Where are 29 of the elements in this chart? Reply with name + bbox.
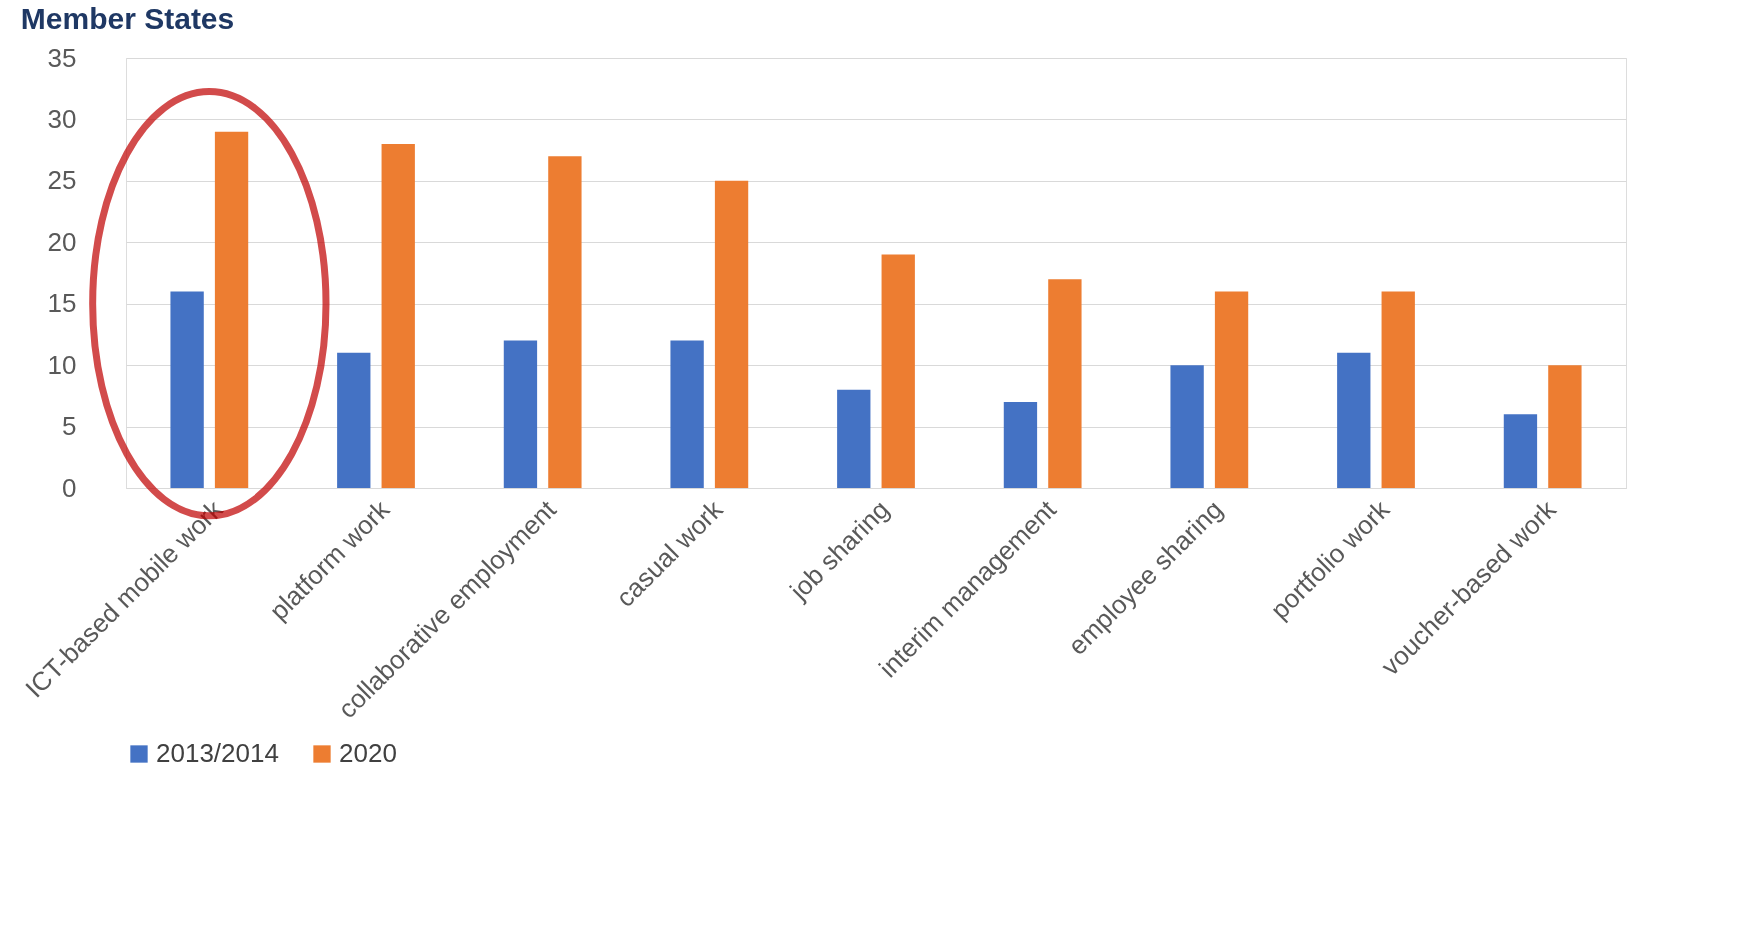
y-tick-label: 30 [47, 103, 77, 134]
bar [714, 180, 749, 488]
chart-title: Member States [20, 2, 235, 35]
bar [837, 389, 871, 488]
bar [1170, 365, 1204, 488]
legend-label: 2013/2014 [156, 738, 279, 768]
y-tick-label: 5 [62, 411, 77, 442]
y-tick-label: 15 [47, 288, 77, 319]
bar [503, 340, 538, 488]
bar [1003, 402, 1038, 488]
bar [381, 144, 415, 488]
bar [1048, 279, 1082, 488]
bar [1548, 365, 1582, 488]
bar [1214, 291, 1249, 488]
y-tick-label: 20 [47, 226, 77, 257]
bar [670, 340, 704, 488]
bar [881, 254, 915, 488]
bar [170, 291, 204, 488]
bar [214, 131, 249, 488]
legend-label: 2020 [339, 738, 397, 768]
y-tick-label: 25 [47, 165, 77, 196]
bar [337, 352, 371, 488]
bar [1337, 352, 1371, 488]
bar [1381, 291, 1415, 488]
y-tick-label: 10 [47, 349, 77, 380]
y-tick-label: 0 [62, 472, 77, 503]
bar [1503, 414, 1538, 488]
bar [548, 156, 582, 488]
y-tick-label: 35 [47, 42, 77, 73]
